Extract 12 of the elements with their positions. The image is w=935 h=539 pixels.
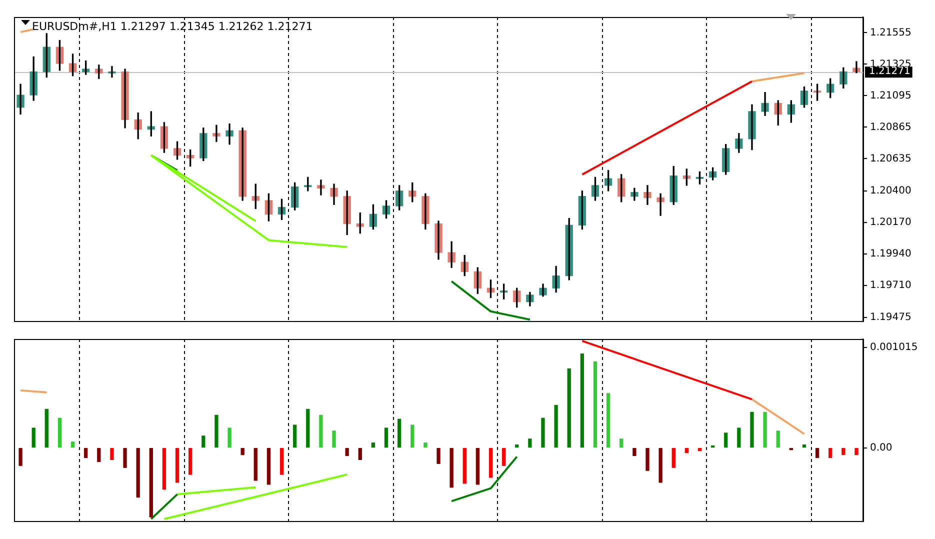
y-tick-label: 1.19940	[870, 248, 912, 260]
y-tick-label: 0.001015	[870, 342, 918, 353]
chart-title: EURUSDm#,H1 1.21297 1.21345 1.21262 1.21271	[32, 20, 313, 33]
y-tick-label: 1.20865	[870, 122, 912, 133]
y-tick-label: 0.00	[870, 442, 892, 454]
y-tick-label: 1.19475	[870, 312, 912, 324]
y-tick-label: 1.20635	[870, 153, 912, 164]
y-tick-label: 1.19710	[870, 280, 912, 291]
y-tick-label: 1.20170	[870, 217, 912, 228]
y-tick-label: 1.21555	[870, 27, 912, 38]
y-tick-label: 1.20400	[870, 186, 912, 197]
y-tick-label: 1.21095	[870, 90, 912, 102]
